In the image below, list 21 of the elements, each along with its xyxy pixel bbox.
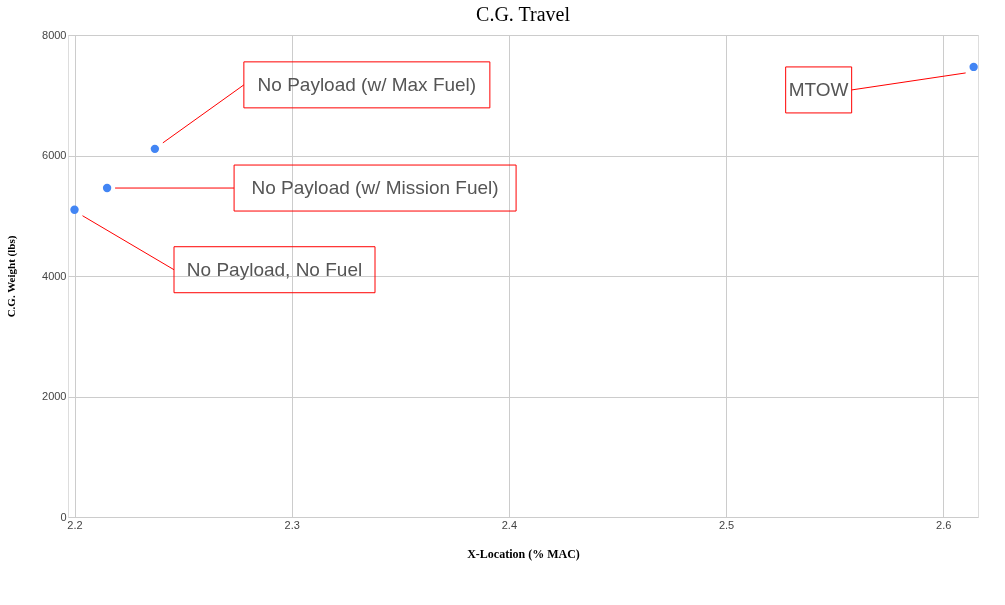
y-tick-label: 2000	[42, 390, 67, 402]
chart-title: C.G. Travel	[476, 3, 571, 25]
x-tick-label: 2.6	[936, 518, 952, 531]
point	[102, 183, 112, 193]
point	[969, 62, 978, 72]
x-tick-label: 2.4	[501, 518, 518, 531]
y-tick-label: 6000	[42, 149, 67, 161]
x-axis-title: X-Location (% MAC)	[467, 546, 580, 561]
annotation: No Payload, No Fuel	[186, 258, 363, 280]
y-axis-title: C.G. Weight (lbs)	[5, 235, 19, 318]
y-tick-label: 8000	[42, 28, 67, 41]
x-tick-label: 2.5	[718, 518, 735, 531]
y-tick-label: 4000	[42, 269, 67, 282]
point	[70, 205, 79, 214]
y-tick-label: 0	[60, 510, 67, 523]
x-tick-label: 2.3	[284, 518, 300, 531]
annotation: No Payload (w/ Mission Fuel)	[251, 177, 499, 199]
annotation: No Payload (w/ Max Fuel)	[257, 73, 477, 95]
annotation: MTOW	[788, 78, 849, 100]
point	[150, 144, 160, 154]
x-tick-label: 2.2	[67, 518, 83, 531]
